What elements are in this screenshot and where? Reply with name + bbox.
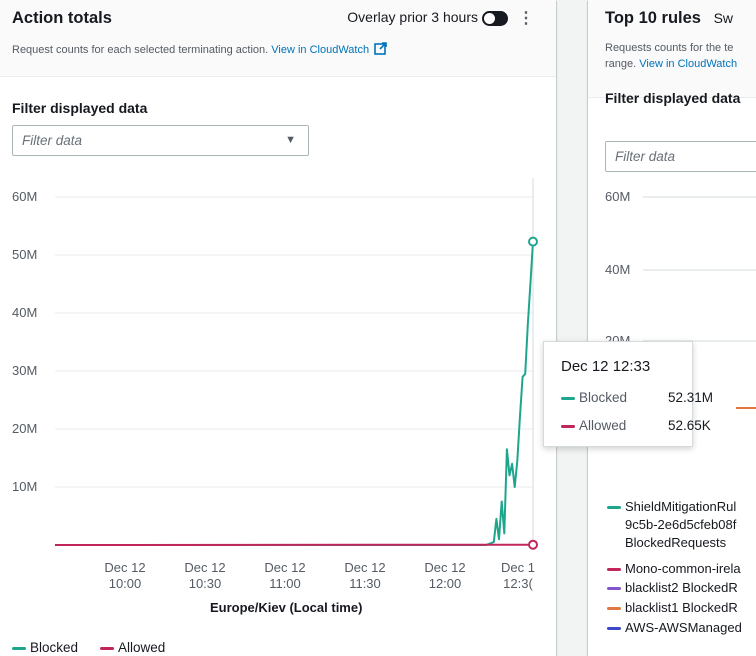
tooltip-value-allowed: 52.65K (668, 418, 711, 433)
description-text: Request counts for each selected termina… (12, 44, 269, 56)
panel-title-suffix: Sw (713, 10, 734, 26)
legend-swatch (561, 424, 575, 428)
legend-swatch (607, 506, 621, 510)
y-tick-label: 10M (12, 479, 38, 494)
y-tick-label: 60M (12, 189, 38, 204)
right-legend-item[interactable]: blacklist2 BlockedR (607, 580, 738, 595)
cloudwatch-link[interactable]: View in CloudWatch (639, 58, 738, 70)
filter-input[interactable]: Filter data (605, 141, 756, 172)
end-point-blocked (528, 236, 538, 247)
panel-description-line2: range. View in CloudWatch (605, 58, 738, 70)
x-tick-label: Dec 12 11:00 (264, 560, 306, 591)
filter-placeholder: Filter data (22, 133, 83, 148)
legend-swatch (12, 646, 26, 650)
end-point-allowed (528, 539, 538, 550)
caret-down-icon: ▼ (285, 134, 296, 146)
external-link-icon[interactable] (374, 42, 387, 55)
panel-description: Request counts for each selected termina… (12, 42, 387, 56)
overlay-toggle[interactable] (482, 11, 508, 26)
legend-item-blocked[interactable]: Blocked (12, 640, 78, 655)
panel-title: Top 10 rules Sw (605, 9, 734, 27)
panel-title: Action totals (12, 9, 112, 27)
y-tick-label: 40M (605, 262, 631, 277)
filter-label: Filter displayed data (605, 90, 741, 106)
overlay-toggle-label: Overlay prior 3 hours (347, 9, 478, 25)
y-tick-label: 40M (12, 305, 38, 320)
x-tick-label: Dec 1 12:3( (501, 560, 535, 591)
action-totals-chart (54, 178, 538, 550)
right-legend-item[interactable]: blacklist1 BlockedR (607, 600, 738, 615)
right-legend-item[interactable]: ShieldMitigationRul 9c5b-2e6d5cfeb08f Bl… (607, 498, 736, 552)
legend-swatch (607, 587, 621, 591)
x-tick-label: Dec 12 10:30 (184, 560, 226, 591)
filter-label: Filter displayed data (12, 100, 148, 116)
x-tick-label: Dec 12 11:30 (344, 560, 386, 591)
legend-swatch (607, 627, 621, 631)
y-tick-label: 30M (12, 363, 38, 378)
more-options-icon[interactable]: ⋮ (518, 10, 534, 27)
y-tick-label: 50M (12, 247, 38, 262)
tooltip-time: Dec 12 12:33 (561, 358, 651, 375)
right-legend-item[interactable]: Mono-common-irela (607, 561, 741, 576)
chart-tooltip: Dec 12 12:33 Blocked 52.31M Allowed 52.6… (543, 341, 713, 447)
right-legend-item[interactable]: AWS-AWSManaged (607, 620, 742, 635)
panel-header: Top 10 rules Sw Requests counts for the … (588, 0, 756, 98)
x-axis-title: Europe/Kiev (Local time) (210, 600, 363, 615)
x-tick-label: Dec 12 12:00 (424, 560, 466, 591)
tooltip-value-blocked: 52.31M (668, 390, 714, 405)
tooltip-row-blocked: Blocked (561, 390, 627, 405)
tooltip-row-allowed: Allowed (561, 418, 626, 433)
action-totals-panel: Action totals Overlay prior 3 hours ⋮ Re… (0, 0, 556, 656)
legend-swatch (561, 396, 575, 400)
top-rules-panel: Top 10 rules Sw Requests counts for the … (588, 0, 756, 656)
y-tick-label: 20M (12, 421, 38, 436)
filter-input[interactable]: Filter data ▼ (12, 125, 309, 156)
toggle-knob (484, 13, 495, 24)
y-tick-label: 60M (605, 189, 631, 204)
legend-item-allowed[interactable]: Allowed (100, 640, 165, 655)
panel-header: Action totals Overlay prior 3 hours ⋮ Re… (0, 0, 556, 77)
filter-placeholder: Filter data (615, 149, 676, 164)
cloudwatch-link[interactable]: View in CloudWatch (271, 44, 370, 56)
legend-swatch (607, 568, 621, 572)
series-line-blocked (55, 241, 534, 546)
legend-swatch (607, 607, 621, 611)
legend-swatch (100, 646, 114, 650)
panel-description: Requests counts for the te (605, 42, 734, 54)
x-tick-label: Dec 12 10:00 (104, 560, 146, 591)
